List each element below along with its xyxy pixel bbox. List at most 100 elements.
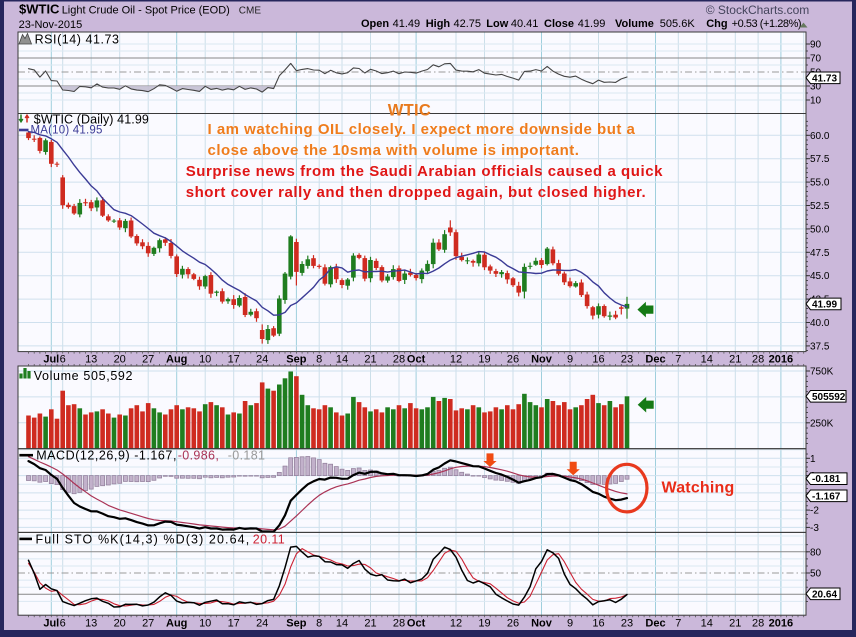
svg-text:19: 19 — [478, 618, 490, 630]
svg-text:10: 10 — [199, 354, 211, 366]
svg-text:28: 28 — [752, 354, 764, 366]
svg-text:+0.53 (+1.28%): +0.53 (+1.28%) — [732, 18, 802, 30]
svg-text:57.5: 57.5 — [810, 154, 830, 165]
svg-text:70: 70 — [810, 54, 822, 65]
svg-text:Low: Low — [486, 18, 508, 30]
svg-text:Oct: Oct — [407, 618, 426, 630]
svg-text:21: 21 — [364, 618, 376, 630]
svg-text:2016: 2016 — [769, 354, 793, 366]
svg-text:Surprise news from the Saudi A: Surprise news from the Saudi Arabian off… — [186, 163, 663, 180]
svg-text:Volume 505,592: Volume 505,592 — [34, 369, 133, 383]
svg-text:41.99: 41.99 — [578, 18, 606, 30]
svg-text:23: 23 — [621, 354, 633, 366]
svg-text:Light Crude Oil - Spot Price (: Light Crude Oil - Spot Price (EOD) — [62, 5, 230, 17]
svg-text:MA(10) 41.95: MA(10) 41.95 — [31, 125, 103, 137]
svg-text:50.0: 50.0 — [810, 224, 830, 235]
svg-text:20: 20 — [114, 618, 126, 630]
svg-text:$WTIC: $WTIC — [19, 2, 60, 17]
svg-text:Close: Close — [544, 18, 574, 30]
svg-text:20: 20 — [114, 354, 126, 366]
svg-text:-2: -2 — [810, 506, 819, 517]
svg-text:Aug: Aug — [166, 618, 187, 630]
svg-text:9: 9 — [567, 354, 573, 366]
svg-text:52.5: 52.5 — [810, 201, 830, 212]
svg-text:16: 16 — [592, 354, 604, 366]
svg-text:-0.181: -0.181 — [812, 474, 841, 485]
svg-text:-0.986,: -0.986, — [178, 448, 219, 462]
svg-text:40.41: 40.41 — [511, 18, 539, 30]
svg-text:20.11: 20.11 — [253, 533, 285, 547]
svg-text:12: 12 — [450, 354, 462, 366]
svg-text:16: 16 — [592, 618, 604, 630]
svg-text:-0.181: -0.181 — [228, 448, 266, 462]
svg-text:37.5: 37.5 — [810, 341, 830, 352]
svg-text:8: 8 — [316, 354, 322, 366]
svg-text:1: 1 — [810, 454, 816, 465]
svg-text:28: 28 — [752, 618, 764, 630]
svg-text:27: 27 — [142, 354, 154, 366]
svg-text:505592: 505592 — [812, 392, 846, 403]
svg-text:9: 9 — [567, 618, 573, 630]
svg-text:14: 14 — [701, 618, 713, 630]
svg-text:19: 19 — [478, 354, 490, 366]
svg-text:41.73: 41.73 — [812, 73, 837, 84]
svg-text:28: 28 — [393, 354, 405, 366]
svg-text:Open: Open — [361, 18, 389, 30]
svg-text:24: 24 — [256, 354, 268, 366]
svg-text:26: 26 — [507, 618, 519, 630]
svg-text:14: 14 — [336, 618, 348, 630]
svg-text:21: 21 — [729, 354, 741, 366]
svg-text:Aug: Aug — [166, 354, 187, 366]
svg-text:23: 23 — [621, 618, 633, 630]
svg-text:505.6K: 505.6K — [660, 18, 696, 30]
svg-text:10: 10 — [810, 96, 822, 107]
svg-text:24: 24 — [256, 618, 268, 630]
svg-text:CME: CME — [239, 6, 262, 17]
svg-text:23-Nov-2015: 23-Nov-2015 — [19, 19, 83, 31]
svg-text:17: 17 — [228, 354, 240, 366]
svg-text:-1.167: -1.167 — [812, 491, 841, 502]
svg-text:40.0: 40.0 — [810, 318, 830, 329]
svg-text:RSI(14) 41.73: RSI(14) 41.73 — [35, 33, 120, 47]
svg-text:short cover rally and then dro: short cover rally and then dropped again… — [186, 184, 647, 201]
svg-text:7: 7 — [675, 618, 681, 630]
svg-text:Jul: Jul — [43, 618, 59, 630]
svg-text:Sep: Sep — [286, 354, 306, 366]
svg-text:14: 14 — [336, 354, 348, 366]
svg-text:8: 8 — [316, 618, 322, 630]
svg-text:60.0: 60.0 — [810, 131, 830, 142]
svg-text:250K: 250K — [810, 418, 834, 429]
svg-text:Chg: Chg — [706, 18, 727, 30]
svg-text:© StockCharts.com: © StockCharts.com — [706, 3, 810, 17]
svg-text:41.49: 41.49 — [393, 18, 421, 30]
svg-text:7: 7 — [675, 354, 681, 366]
svg-text:13: 13 — [85, 618, 97, 630]
svg-text:$WTIC (Daily) 41.99: $WTIC (Daily) 41.99 — [34, 113, 149, 127]
svg-text:28: 28 — [393, 618, 405, 630]
svg-text:10: 10 — [199, 618, 211, 630]
svg-text:Jul: Jul — [43, 354, 59, 366]
svg-text:90: 90 — [810, 40, 822, 51]
svg-text:45.0: 45.0 — [810, 271, 830, 282]
svg-text:close above the 10sma with vol: close above the 10sma with volume is imp… — [208, 142, 580, 159]
svg-text:Full STO %K(14,3) %D(3) 20.64,: Full STO %K(14,3) %D(3) 20.64, — [36, 533, 251, 547]
svg-text:14: 14 — [701, 354, 713, 366]
svg-text:80: 80 — [810, 547, 822, 558]
svg-text:30: 30 — [810, 82, 822, 93]
svg-text:WTIC: WTIC — [388, 102, 431, 120]
svg-text:High: High — [426, 18, 451, 30]
svg-text:2016: 2016 — [769, 618, 793, 630]
svg-text:12: 12 — [450, 618, 462, 630]
svg-text:I am watching OIL closely. I e: I am watching OIL closely. I expect more… — [208, 121, 636, 138]
svg-text:21: 21 — [364, 354, 376, 366]
svg-text:6: 6 — [60, 618, 66, 630]
svg-text:Sep: Sep — [286, 618, 306, 630]
svg-text:13: 13 — [85, 354, 97, 366]
svg-text:Dec: Dec — [645, 618, 665, 630]
svg-text:MACD(12,26,9) -1.167,: MACD(12,26,9) -1.167, — [36, 448, 177, 462]
svg-text:Volume: Volume — [615, 18, 654, 30]
svg-text:Nov: Nov — [531, 618, 553, 630]
svg-text:Nov: Nov — [531, 354, 553, 366]
svg-text:21: 21 — [729, 618, 741, 630]
svg-text:26: 26 — [507, 354, 519, 366]
